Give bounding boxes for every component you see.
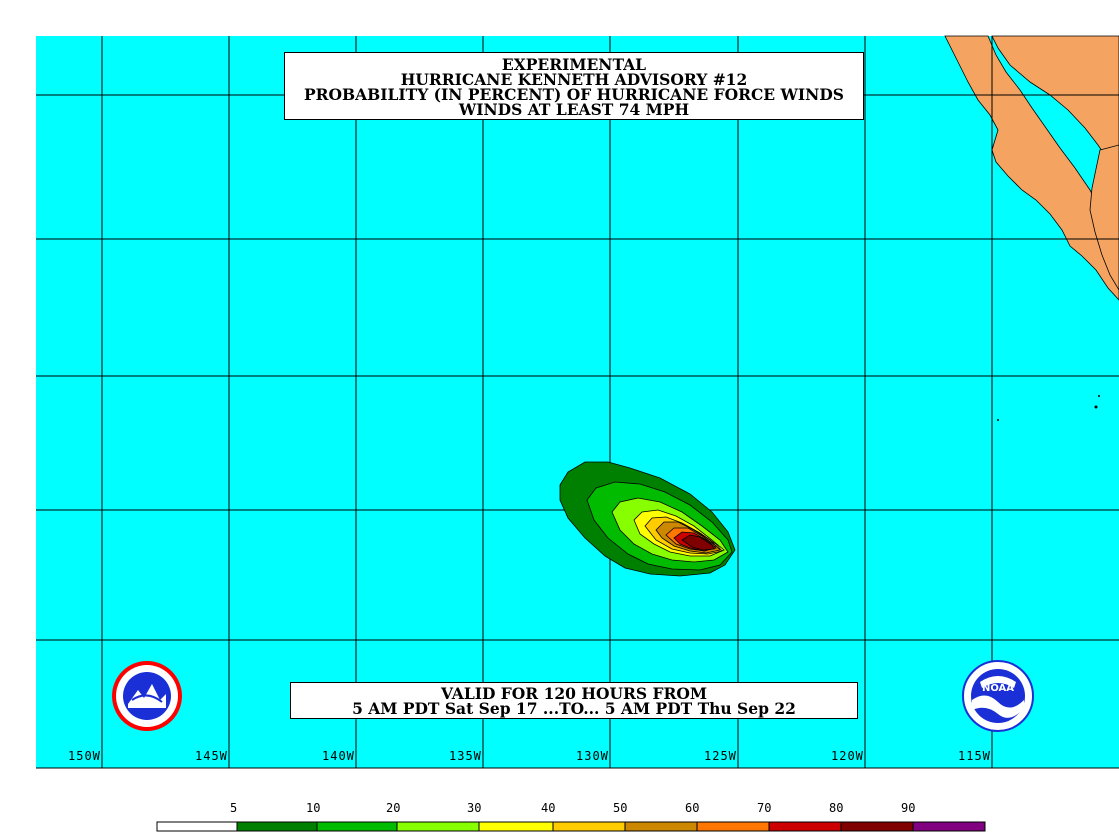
legend-tick: 10 (306, 801, 321, 815)
lon-label: 140W (322, 749, 355, 763)
legend-tick: 80 (829, 801, 844, 815)
lon-label: 120W (831, 749, 864, 763)
lon-label: 130W (576, 749, 609, 763)
legend-tick: 30 (467, 801, 482, 815)
validity-box: VALID FOR 120 HOURS FROM 5 AM PDT Sat Se… (290, 682, 858, 719)
title-line-3: PROBABILITY (IN PERCENT) OF HURRICANE FO… (304, 85, 844, 104)
legend-colorbar (156, 821, 986, 832)
island (997, 419, 999, 421)
validity-line-1: VALID FOR 120 HOURS FROM (440, 684, 708, 703)
lon-label: 115W (958, 749, 991, 763)
nws-logo-icon (112, 661, 182, 731)
legend-swatch (840, 821, 914, 832)
land-mainland-coast (1089, 144, 1119, 291)
title-line-1: EXPERIMENTAL (501, 55, 647, 74)
lon-label: 135W (449, 749, 482, 763)
contour-80 (681, 534, 715, 551)
title-line-4: WINDS AT LEAST 74 MPH (458, 100, 690, 119)
island (1098, 395, 1100, 397)
noaa-logo-text: NOAA (982, 683, 1014, 694)
legend-tick: 20 (386, 801, 401, 815)
legend-swatch (696, 821, 770, 832)
title-box: EXPERIMENTAL HURRICANE KENNETH ADVISORY … (284, 52, 864, 120)
legend-swatch (768, 821, 842, 832)
legend-swatch (552, 821, 626, 832)
legend-tick: 70 (757, 801, 772, 815)
probability-contours (559, 461, 736, 577)
legend-swatch (912, 821, 986, 832)
land-mexico (991, 35, 1119, 171)
legend-tick: 5 (230, 801, 238, 815)
legend-swatch (624, 821, 698, 832)
legend-swatch (236, 821, 318, 832)
ocean-area (36, 36, 1119, 768)
legend-tick: 60 (685, 801, 700, 815)
title-line-2: HURRICANE KENNETH ADVISORY #12 (400, 70, 748, 89)
legend-swatch (396, 821, 480, 832)
legend-tick: 90 (901, 801, 916, 815)
land-baja-california (944, 35, 1119, 301)
lon-label: 150W (68, 749, 101, 763)
lon-label: 125W (704, 749, 737, 763)
island (1094, 405, 1098, 409)
legend-swatch (478, 821, 554, 832)
legend-swatch (316, 821, 398, 832)
lon-label: 145W (195, 749, 228, 763)
validity-line-2: 5 AM PDT Sat Sep 17 ...TO... 5 AM PDT Th… (352, 699, 796, 718)
noaa-logo-icon: NOAA (962, 660, 1034, 732)
legend-tick: 50 (613, 801, 628, 815)
legend-tick: 40 (541, 801, 556, 815)
legend-swatch (156, 821, 238, 832)
